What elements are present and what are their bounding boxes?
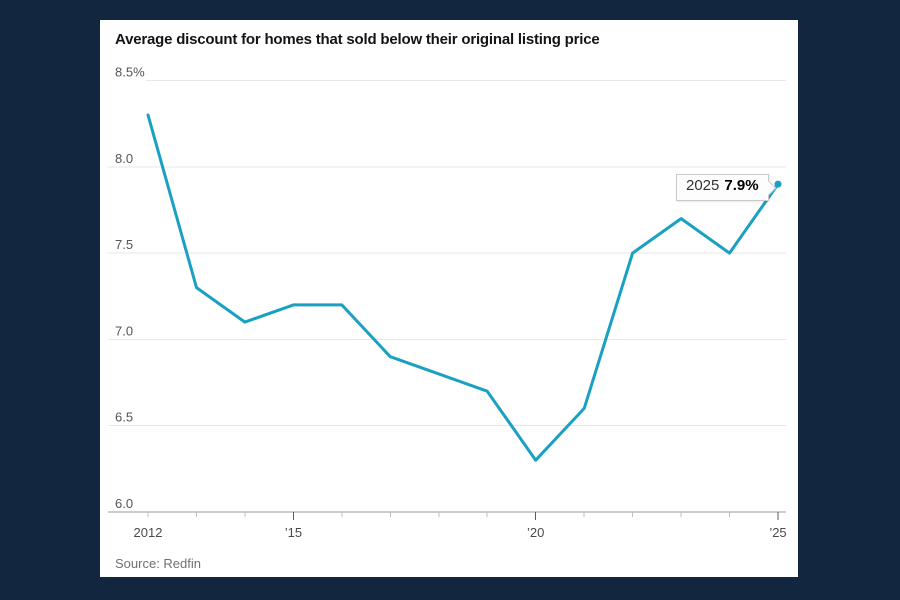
x-axis-label: ’20 [527,525,544,540]
x-axis-label: ’15 [285,525,302,540]
annotation-value: 7.9% [724,177,759,194]
x-axis-label: 2012 [134,525,163,540]
chart-plot-area: 6.0 6.5 7.0 7.5 8.0 8.5% 2012 ’15 ’20 ’25 [108,65,787,540]
chart-card: Average discount for homes that sold bel… [100,20,798,577]
annotation-year: 2025 [686,177,720,194]
chart-title: Average discount for homes that sold bel… [115,31,600,48]
y-axis-label: 7.0 [115,323,133,338]
y-axis-label: 8.0 [115,151,133,166]
x-axis-label: ’25 [769,525,786,540]
end-point-dot [774,180,782,188]
data-line [146,113,780,462]
y-axis-label: 6.5 [115,410,133,425]
annotation-callout: 2025 7.9% [676,174,776,201]
source-label: Source: Redfin [115,556,201,571]
y-axis-label: 7.5 [115,237,133,252]
y-axis-label: 8.5% [115,65,145,80]
y-axis-label: 6.0 [115,496,133,511]
